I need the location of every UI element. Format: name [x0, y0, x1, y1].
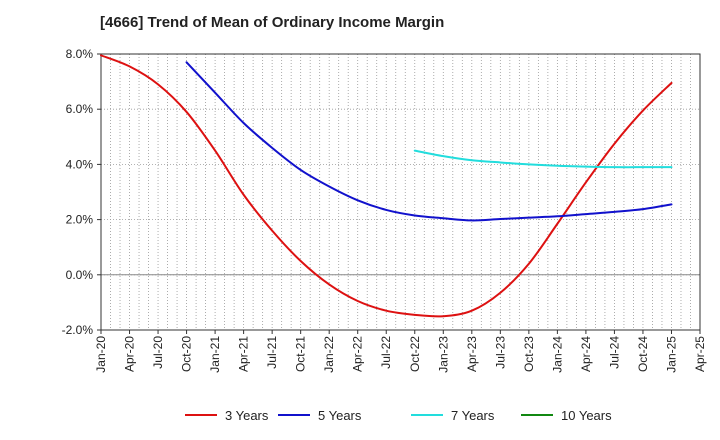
legend-label-3: 7 Years	[451, 408, 495, 423]
chart-title: [4666] Trend of Mean of Ordinary Income …	[100, 14, 445, 31]
x-tick-label: Apr-25	[693, 336, 707, 372]
series-line-1	[100, 54, 673, 318]
y-tick-label: 0.0%	[66, 268, 94, 282]
series-line-3	[413, 149, 673, 169]
y-tick-label: 6.0%	[66, 102, 94, 116]
x-tick-label: Oct-20	[180, 336, 194, 372]
y-tick-label: -2.0%	[62, 323, 94, 337]
y-tick-label: 4.0%	[66, 157, 94, 171]
legend-label-2: 5 Years	[318, 408, 362, 423]
x-tick-label: Jul-23	[493, 336, 507, 369]
x-tick-label: Apr-20	[123, 336, 137, 372]
x-tick-label: Apr-24	[579, 336, 593, 372]
x-tick-label: Jul-24	[607, 336, 621, 369]
x-tick-label: Oct-23	[522, 336, 536, 372]
legend-label-1: 3 Years	[225, 408, 269, 423]
series-line-2	[185, 61, 673, 222]
x-tick-label: Oct-22	[408, 336, 422, 372]
x-tick-label: Jan-25	[664, 336, 678, 373]
x-tick-label: Apr-22	[351, 336, 365, 372]
plot-frame	[100, 53, 701, 331]
y-tick-label: 2.0%	[66, 213, 94, 227]
x-tick-label: Jan-24	[550, 336, 564, 373]
x-tick-label: Jan-22	[322, 336, 336, 373]
x-tick-label: Jul-20	[151, 336, 165, 369]
x-tick-label: Jul-22	[379, 336, 393, 369]
y-tick-label: 8.0%	[66, 47, 94, 61]
x-tick-label: Jan-23	[436, 336, 450, 373]
x-tick-label: Oct-24	[636, 336, 650, 372]
x-tick-label: Jan-20	[94, 336, 108, 373]
x-tick-label: Apr-21	[237, 336, 251, 372]
x-tick-label: Apr-23	[465, 336, 479, 372]
legend-label-4: 10 Years	[561, 408, 612, 423]
x-tick-label: Jul-21	[265, 336, 279, 369]
x-tick-label: Oct-21	[294, 336, 308, 372]
x-tick-label: Jan-21	[208, 336, 222, 373]
